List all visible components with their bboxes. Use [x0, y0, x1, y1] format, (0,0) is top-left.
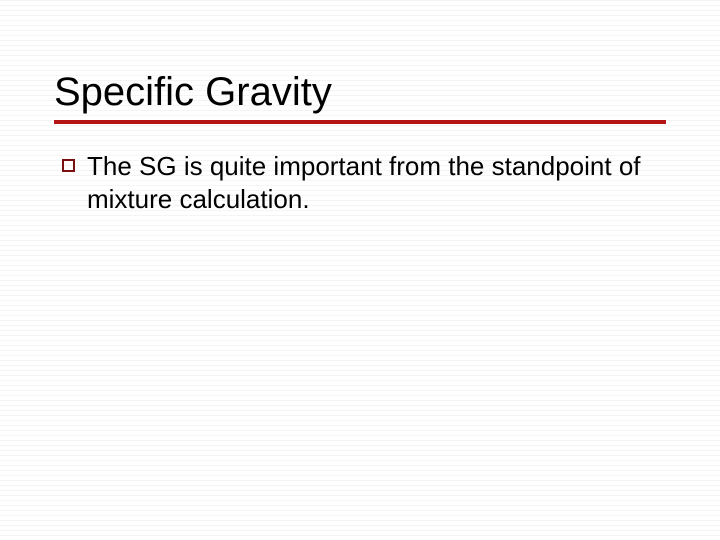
body-block: The SG is quite important from the stand…: [62, 150, 650, 215]
slide-title: Specific Gravity: [54, 70, 666, 114]
bullet-text: The SG is quite important from the stand…: [87, 150, 650, 215]
title-block: Specific Gravity: [54, 70, 666, 124]
slide: Specific Gravity The SG is quite importa…: [0, 0, 720, 540]
square-bullet-icon: [62, 159, 75, 172]
title-underline: [54, 120, 666, 124]
list-item: The SG is quite important from the stand…: [62, 150, 650, 215]
